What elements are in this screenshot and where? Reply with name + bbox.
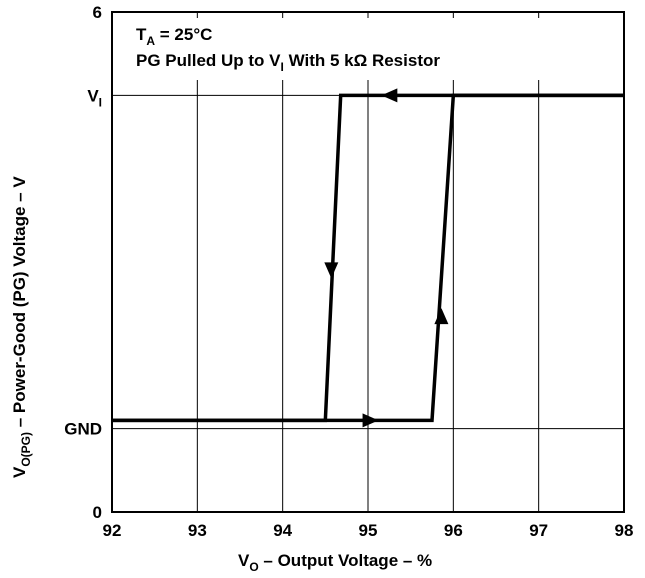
y-tick-label: VI: [87, 86, 102, 109]
arrow-down: [324, 262, 339, 279]
x-tick-label: 98: [615, 521, 634, 540]
annotation-line1: TA = 25°C: [136, 25, 212, 48]
y-tick-label: 0: [93, 503, 102, 522]
plot-frame: [111, 11, 625, 513]
y-tick-labels: 0 GND VI 6: [64, 3, 102, 522]
annotation-box: [120, 18, 540, 80]
x-tick-label: 95: [359, 521, 378, 540]
x-axis-label: VO – Output Voltage – %: [238, 551, 432, 574]
arrow-up: [434, 308, 449, 325]
series-line-increasing: [112, 93, 624, 423]
x-tick-label: 96: [444, 521, 463, 540]
arrow-left: [381, 88, 398, 103]
x-tick-label: 97: [529, 521, 548, 540]
arrow-right: [362, 413, 379, 428]
x-tick-labels: 92 93 94 95 96 97 98: [103, 521, 634, 540]
annotation-line2: PG Pulled Up to VI With 5 kΩ Resistor: [136, 51, 440, 74]
arrow-markers: [324, 88, 449, 428]
x-tick-label: 92: [103, 521, 122, 540]
y-tick-label: 6: [93, 3, 102, 22]
y-axis-label: VO(PG) – Power-Good (PG) Voltage – V: [10, 176, 33, 478]
x-tick-label: 94: [273, 521, 292, 540]
grid-lines: [112, 12, 624, 512]
series-group: [112, 93, 624, 423]
y-tick-label: GND: [64, 420, 102, 439]
x-tick-label: 93: [188, 521, 207, 540]
